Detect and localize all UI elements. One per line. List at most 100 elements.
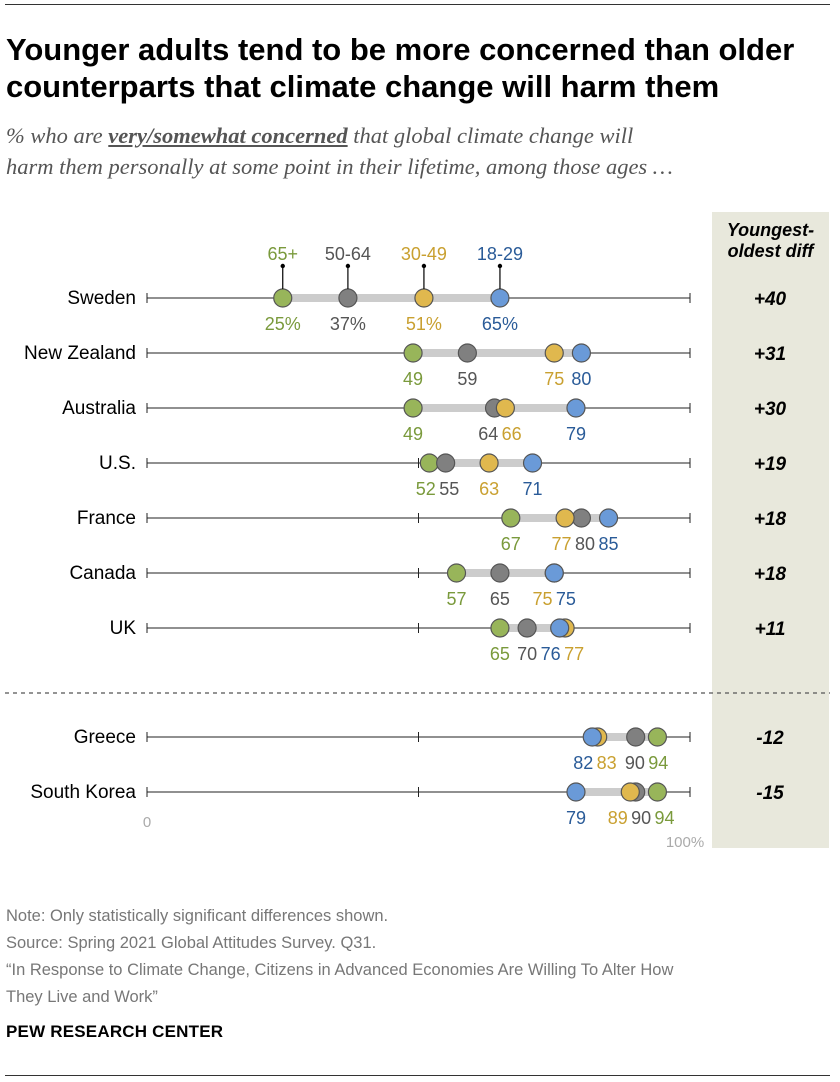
- country-label-greece: Greece: [74, 727, 136, 748]
- value-label-sweden-50-64: 37%: [330, 314, 366, 334]
- bottom-rule: [5, 1075, 830, 1076]
- diff-column-header: Youngest- oldest diff: [712, 220, 829, 262]
- value-label-canada-30-49: 75: [533, 589, 553, 609]
- dot-sweden-65plus: [273, 288, 293, 308]
- legend-leader-dot-50-64: [345, 263, 351, 269]
- top-rule: [5, 4, 830, 5]
- value-label-australia-50-64: 64: [478, 424, 498, 444]
- country-label-south-korea: South Korea: [30, 782, 136, 803]
- value-label-uk-18-29: 76: [541, 644, 561, 664]
- value-label-australia-65plus: 49: [403, 424, 423, 444]
- value-label-new-zealand-18-29: 80: [571, 369, 591, 389]
- value-label-canada-18-29: 75: [556, 589, 576, 609]
- value-label-australia-30-49: 66: [502, 424, 522, 444]
- value-label-uk-65plus: 65: [490, 644, 510, 664]
- value-label-uk-30-49: 77: [564, 644, 584, 664]
- dot-australia-65plus: [403, 398, 423, 418]
- value-label-greece-30-49: 83: [597, 753, 617, 773]
- value-label-new-zealand-30-49: 75: [544, 369, 564, 389]
- diff-value-france: +18: [754, 509, 787, 530]
- value-label-sweden-30-49: 51%: [406, 314, 442, 334]
- value-label-u-s--30-49: 63: [479, 479, 499, 499]
- value-label-new-zealand-50-64: 59: [457, 369, 477, 389]
- value-label-u-s--18-29: 71: [523, 479, 543, 499]
- value-label-greece-65plus: 94: [648, 753, 668, 773]
- dot-new-zealand-18-29: [571, 343, 592, 363]
- value-label-south-korea-30-49: 89: [608, 808, 628, 828]
- dot-uk-18-29: [550, 618, 570, 638]
- subtitle-post: that global climate change will: [347, 123, 634, 148]
- dot-france-50-64: [571, 508, 592, 528]
- value-label-france-30-49: 77: [552, 534, 572, 554]
- dot-canada-18-29: [544, 563, 564, 583]
- x-tick-label-0: 0: [143, 814, 151, 831]
- value-label-australia-18-29: 79: [566, 424, 586, 444]
- legend-label-30-49: 30-49: [401, 244, 447, 264]
- dot-sweden-18-29: [490, 288, 510, 308]
- value-label-uk-50-64: 70: [517, 644, 537, 664]
- value-label-sweden-65plus: 25%: [265, 314, 301, 334]
- value-label-greece-50-64: 90: [625, 753, 645, 773]
- source-text: Source: Spring 2021 Global Attitudes Sur…: [6, 934, 377, 952]
- diff-panel: Youngest- oldest diff: [712, 212, 829, 848]
- value-label-new-zealand-65plus: 49: [403, 369, 423, 389]
- dot-canada-50-64: [490, 563, 510, 583]
- country-label-u-s-: U.S.: [99, 453, 136, 474]
- dot-u-s--18-29: [522, 453, 543, 473]
- diff-value-sweden: +40: [754, 289, 787, 310]
- x-tick-label-100: 100%: [666, 834, 704, 851]
- dot-u-s--30-49: [479, 453, 499, 473]
- dot-new-zealand-50-64: [457, 343, 477, 363]
- diff-value-uk: +11: [755, 619, 786, 640]
- dot-australia-18-29: [566, 398, 586, 418]
- value-label-france-65plus: 67: [501, 534, 521, 554]
- value-label-france-18-29: 85: [599, 534, 619, 554]
- value-label-south-korea-50-64: 90: [631, 808, 651, 828]
- subtitle-emphasis: very/somewhat concerned: [108, 123, 348, 148]
- country-label-uk: UK: [110, 618, 137, 639]
- value-label-greece-18-29: 82: [573, 753, 593, 773]
- value-label-canada-65plus: 57: [446, 589, 466, 609]
- diff-value-canada: +18: [754, 564, 787, 585]
- value-label-canada-50-64: 65: [490, 589, 510, 609]
- subtitle-pre: % who are: [6, 123, 109, 148]
- diff-value-greece: -12: [756, 728, 784, 749]
- title-line-1: Younger adults tend to be more concerned…: [6, 32, 795, 67]
- report-title-line-1: “In Response to Climate Change, Citizens…: [6, 961, 674, 979]
- title-line-2: counterparts that climate change will ha…: [6, 69, 720, 104]
- report-title-line-2: They Live and Work”: [6, 988, 158, 1006]
- value-label-france-50-64: 80: [575, 534, 595, 554]
- dot-greece-65plus: [647, 727, 668, 747]
- diff-value-u-s-: +19: [754, 454, 787, 475]
- dot-u-s--50-64: [436, 453, 456, 473]
- value-label-u-s--65plus: 52: [416, 479, 436, 499]
- dot-uk-65plus: [490, 618, 510, 638]
- legend-label-18-29: 18-29: [477, 244, 523, 264]
- dot-greece-18-29: [582, 727, 602, 747]
- dot-uk-50-64: [517, 618, 537, 638]
- country-label-canada: Canada: [69, 563, 136, 584]
- value-label-south-korea-65plus: 94: [654, 808, 674, 828]
- diff-value-australia: +30: [754, 399, 787, 420]
- diff-header-line-1: Youngest-: [726, 220, 815, 240]
- country-label-sweden: Sweden: [67, 288, 136, 309]
- dot-sweden-30-49: [414, 288, 434, 308]
- country-label-new-zealand: New Zealand: [24, 343, 136, 364]
- dot-new-zealand-30-49: [544, 343, 564, 363]
- dot-south-korea-30-49: [620, 782, 640, 802]
- value-label-south-korea-18-29: 79: [566, 808, 586, 828]
- country-label-france: France: [77, 508, 136, 529]
- dot-france-65plus: [501, 508, 521, 528]
- legend-label-65plus: 65+: [267, 244, 298, 264]
- note-text: Note: Only statistically significant dif…: [6, 907, 389, 925]
- dot-sweden-50-64: [338, 288, 358, 308]
- dot-chart: 0 100% Sweden 25% 37% 51% 65% +40 65+ 50-64 30-49 1…: [5, 244, 830, 851]
- dot-australia-30-49: [495, 398, 515, 418]
- dot-greece-50-64: [626, 727, 646, 747]
- dot-u-s--65plus: [419, 453, 439, 473]
- pew-brand: PEW RESEARCH CENTER: [6, 1022, 224, 1041]
- dot-south-korea-65plus: [647, 782, 668, 802]
- legend-leader-dot-65plus: [280, 263, 285, 269]
- subtitle-line-2: harm them personally at some point in th…: [6, 154, 673, 179]
- value-label-sweden-18-29: 65%: [482, 314, 518, 334]
